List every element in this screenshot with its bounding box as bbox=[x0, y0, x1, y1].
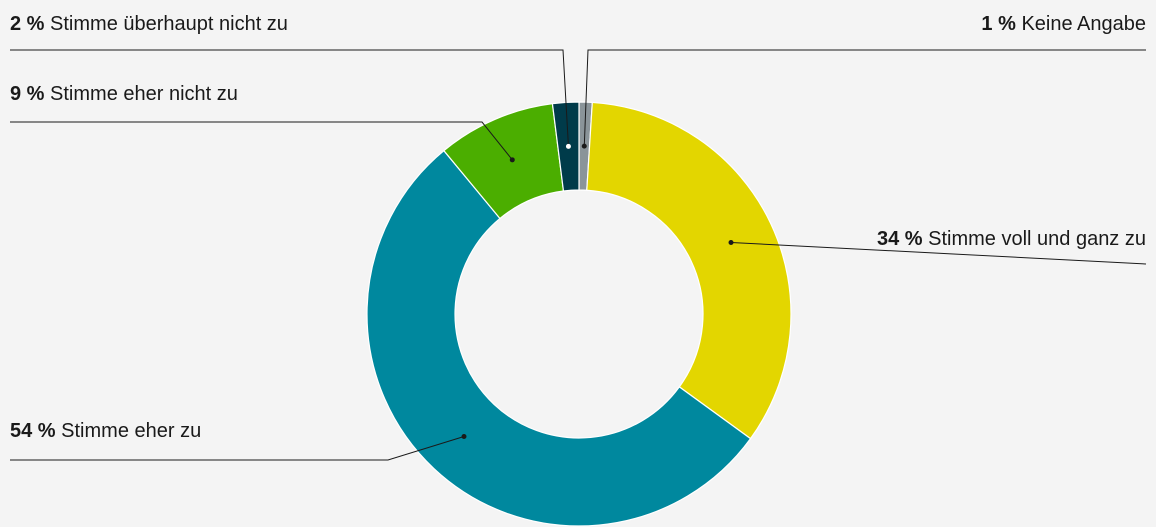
slice-category: Stimme eher nicht zu bbox=[50, 83, 238, 105]
slice-value-label: 34 % bbox=[877, 228, 923, 250]
slice-label: 1 % Keine Angabe bbox=[981, 13, 1146, 35]
leader-line bbox=[10, 49, 569, 147]
slice-category: Stimme überhaupt nicht zu bbox=[50, 13, 288, 35]
slice-label: 9 % Stimme eher nicht zu bbox=[10, 83, 238, 105]
leader-dot bbox=[461, 433, 467, 439]
slice-value-label: 2 % bbox=[10, 13, 45, 35]
leader-dot bbox=[728, 239, 734, 245]
leader-dot bbox=[565, 143, 571, 149]
leader-line bbox=[583, 49, 1146, 147]
donut-slice bbox=[366, 149, 752, 527]
slice-category: Keine Angabe bbox=[1021, 13, 1146, 35]
slice-category: Stimme voll und ganz zu bbox=[928, 228, 1146, 250]
donut-slice bbox=[586, 101, 792, 440]
slice-label: 54 % Stimme eher zu bbox=[10, 420, 201, 442]
donut-slice bbox=[551, 101, 580, 192]
slice-label: 34 % Stimme voll und ganz zu bbox=[877, 228, 1146, 250]
slice-category: Stimme eher zu bbox=[61, 420, 201, 442]
leader-dot bbox=[581, 143, 587, 149]
leader-line bbox=[730, 241, 1147, 265]
slice-label: 2 % Stimme überhaupt nicht zu bbox=[10, 13, 288, 35]
slice-value-label: 1 % bbox=[981, 13, 1016, 35]
leader-line bbox=[10, 435, 465, 461]
slice-value-label: 54 % bbox=[10, 420, 56, 442]
slice-value-label: 9 % bbox=[10, 83, 45, 105]
leader-line bbox=[10, 121, 513, 161]
leader-dot bbox=[509, 157, 515, 163]
